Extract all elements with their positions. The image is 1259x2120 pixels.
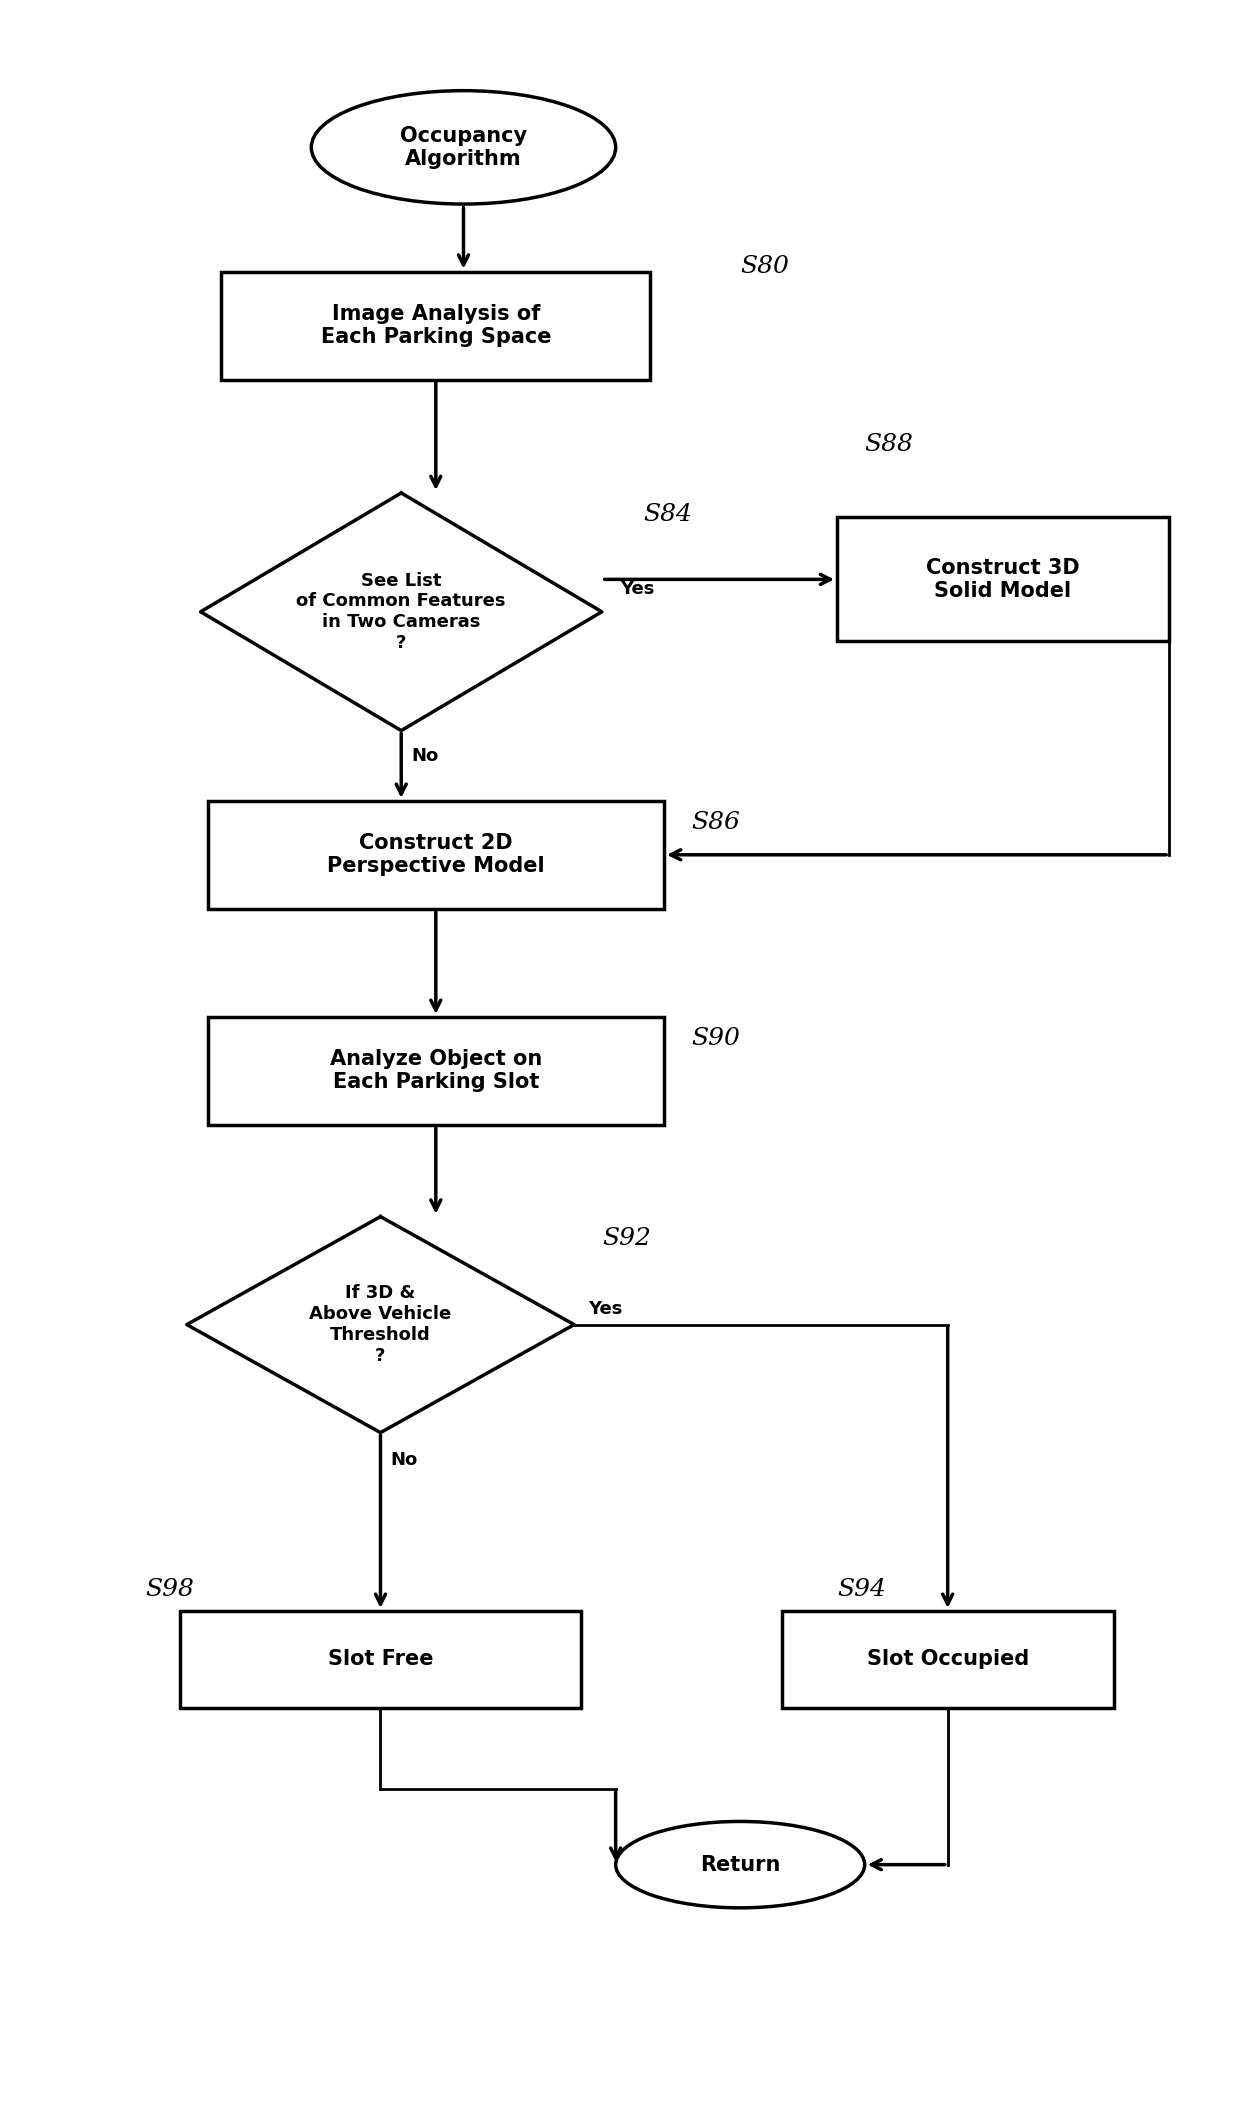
Text: No: No — [410, 746, 438, 765]
Polygon shape — [186, 1217, 574, 1433]
Text: No: No — [390, 1450, 418, 1469]
Bar — [222, 271, 650, 379]
Text: S80: S80 — [740, 254, 789, 278]
Ellipse shape — [616, 1821, 865, 1908]
Text: Yes: Yes — [588, 1300, 622, 1319]
Bar — [208, 1018, 663, 1126]
Text: S90: S90 — [691, 1026, 740, 1049]
Text: S88: S88 — [865, 432, 914, 456]
Text: S86: S86 — [691, 810, 740, 833]
Text: Analyze Object on
Each Parking Slot: Analyze Object on Each Parking Slot — [330, 1049, 541, 1092]
Text: Slot Occupied: Slot Occupied — [866, 1649, 1029, 1668]
Text: Yes: Yes — [619, 581, 655, 598]
Bar — [782, 1611, 1114, 1709]
Text: S94: S94 — [837, 1577, 886, 1601]
Text: Image Analysis of
Each Parking Space: Image Analysis of Each Parking Space — [321, 303, 551, 348]
Text: See List
of Common Features
in Two Cameras
?: See List of Common Features in Two Camer… — [296, 572, 506, 653]
Text: S84: S84 — [643, 502, 692, 526]
Text: Construct 3D
Solid Model: Construct 3D Solid Model — [927, 558, 1080, 600]
Text: S98: S98 — [145, 1577, 194, 1601]
Ellipse shape — [311, 91, 616, 204]
Text: Construct 2D
Perspective Model: Construct 2D Perspective Model — [327, 833, 545, 876]
Polygon shape — [200, 494, 602, 731]
Text: S92: S92 — [602, 1227, 651, 1249]
Text: Occupancy
Algorithm: Occupancy Algorithm — [400, 125, 528, 170]
Bar — [837, 517, 1170, 642]
Text: Slot Free: Slot Free — [327, 1649, 433, 1668]
Bar — [180, 1611, 582, 1709]
Text: Return: Return — [700, 1855, 781, 1874]
Text: If 3D &
Above Vehicle
Threshold
?: If 3D & Above Vehicle Threshold ? — [310, 1285, 452, 1365]
Bar — [208, 801, 663, 909]
